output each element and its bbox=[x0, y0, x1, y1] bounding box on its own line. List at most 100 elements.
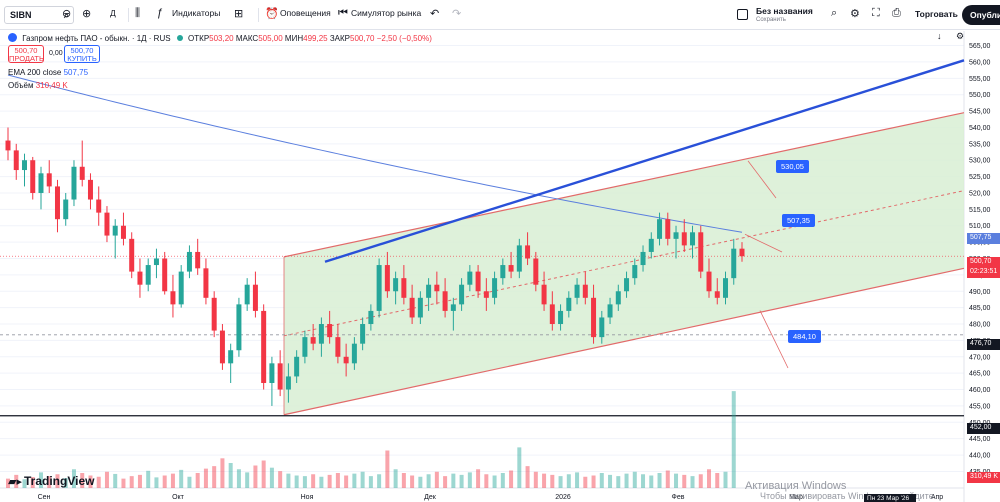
layout-name[interactable]: Без названия bbox=[756, 6, 813, 16]
candle-body[interactable] bbox=[566, 297, 572, 311]
candle-body[interactable] bbox=[640, 251, 646, 266]
candle-body[interactable] bbox=[310, 337, 316, 344]
candle-body[interactable] bbox=[170, 291, 176, 305]
candle-body[interactable] bbox=[195, 251, 201, 269]
quick-search-icon[interactable]: ⌕ bbox=[831, 7, 838, 19]
candle-body[interactable] bbox=[269, 363, 275, 383]
candle-body[interactable] bbox=[5, 140, 11, 151]
callout-lower[interactable]: 484,10 bbox=[788, 330, 821, 343]
candle-body[interactable] bbox=[120, 225, 126, 239]
price-chart[interactable]: 565,00 560,00 555,00 550,00 545,00 540,00 535,… bbox=[0, 31, 1000, 502]
candle-body[interactable] bbox=[112, 225, 118, 236]
candle-body[interactable] bbox=[104, 212, 110, 236]
candle-body[interactable] bbox=[508, 265, 514, 272]
fullscreen-icon[interactable]: ⛶ bbox=[872, 7, 880, 19]
trade-button[interactable]: Торговать bbox=[915, 9, 958, 19]
candle-body[interactable] bbox=[261, 310, 267, 383]
publish-button[interactable]: Опублик bbox=[962, 5, 1000, 25]
candle-body[interactable] bbox=[13, 150, 19, 171]
candle-body[interactable] bbox=[615, 291, 621, 305]
candle-body[interactable] bbox=[153, 258, 159, 266]
channel-lower-line[interactable] bbox=[283, 267, 965, 416]
candle-body[interactable] bbox=[96, 199, 102, 213]
candle-body[interactable] bbox=[203, 268, 209, 298]
replay-button[interactable]: Симулятор рынка bbox=[351, 8, 422, 18]
candle-body[interactable] bbox=[665, 219, 671, 239]
candle-body[interactable] bbox=[492, 278, 498, 298]
candle-body[interactable] bbox=[219, 330, 225, 364]
candle-body[interactable] bbox=[698, 232, 704, 272]
candle-body[interactable] bbox=[582, 284, 588, 298]
candle-body[interactable] bbox=[87, 179, 93, 200]
candle-body[interactable] bbox=[343, 356, 349, 364]
candle-body[interactable] bbox=[186, 251, 192, 272]
candle-body[interactable] bbox=[228, 350, 234, 364]
candle-body[interactable] bbox=[541, 284, 547, 305]
candle-body[interactable] bbox=[376, 265, 382, 311]
candle-body[interactable] bbox=[599, 317, 605, 338]
candle-body[interactable] bbox=[426, 284, 432, 298]
candle-body[interactable] bbox=[417, 297, 423, 318]
candle-body[interactable] bbox=[607, 304, 613, 318]
candle-body[interactable] bbox=[46, 173, 52, 187]
candle-body[interactable] bbox=[574, 284, 580, 298]
candle-body[interactable] bbox=[731, 248, 737, 279]
candle-body[interactable] bbox=[54, 186, 60, 220]
candle-body[interactable] bbox=[79, 166, 85, 180]
candle-body[interactable] bbox=[558, 310, 564, 325]
candle-body[interactable] bbox=[393, 278, 399, 292]
candle-body[interactable] bbox=[401, 278, 407, 298]
volume-legend[interactable]: Объём 310,49 K bbox=[8, 81, 68, 90]
channel-upper-line[interactable] bbox=[283, 112, 965, 258]
save-label[interactable]: Сохранить bbox=[756, 17, 786, 23]
candle-body[interactable] bbox=[38, 173, 44, 193]
candle-body[interactable] bbox=[533, 258, 539, 285]
candle-body[interactable] bbox=[467, 271, 473, 285]
candle-body[interactable] bbox=[434, 284, 440, 292]
candle-body[interactable] bbox=[318, 324, 324, 344]
candle-body[interactable] bbox=[657, 219, 663, 239]
candle-body[interactable] bbox=[211, 297, 217, 331]
candle-body[interactable] bbox=[525, 245, 531, 259]
candle-body[interactable] bbox=[252, 284, 258, 311]
sell-button[interactable]: 500,70 ПРОДАТЬ bbox=[8, 45, 44, 63]
candle-type-icon[interactable]: ⫼ bbox=[135, 7, 141, 19]
callout-middle[interactable]: 507,35 bbox=[782, 214, 815, 227]
alerts-button[interactable]: Оповещения bbox=[280, 8, 331, 18]
camera-icon[interactable]: ⎙ bbox=[892, 7, 901, 19]
candle-body[interactable] bbox=[129, 238, 135, 272]
layout-icon[interactable] bbox=[737, 9, 748, 20]
candle-body[interactable] bbox=[624, 278, 630, 292]
candle-body[interactable] bbox=[351, 343, 357, 364]
candle-body[interactable] bbox=[516, 245, 522, 272]
scroll-down-icon[interactable]: ↓ bbox=[937, 31, 942, 41]
settings-icon[interactable]: ⚙ bbox=[850, 8, 860, 20]
candle-body[interactable] bbox=[450, 304, 456, 311]
ema-200-line[interactable] bbox=[7, 74, 743, 233]
candle-body[interactable] bbox=[360, 324, 366, 344]
channel-mid-line[interactable] bbox=[283, 190, 965, 337]
candle-body[interactable] bbox=[500, 265, 506, 279]
templates-icon[interactable]: ⊞ bbox=[234, 8, 244, 20]
candle-body[interactable] bbox=[327, 324, 333, 338]
add-symbol-icon[interactable]: ⊕ bbox=[82, 8, 92, 20]
candle-body[interactable] bbox=[591, 297, 597, 338]
undo-icon[interactable]: ↶ bbox=[430, 8, 440, 20]
candle-body[interactable] bbox=[162, 258, 168, 292]
buy-button[interactable]: 500,70 КУПИТЬ bbox=[64, 45, 100, 63]
candle-body[interactable] bbox=[714, 291, 720, 298]
candle-body[interactable] bbox=[549, 304, 555, 325]
candle-body[interactable] bbox=[63, 199, 69, 220]
candle-body[interactable] bbox=[739, 248, 745, 257]
chart-pane[interactable]: 565,00 560,00 555,00 550,00 545,00 540,00 535,… bbox=[0, 31, 1000, 502]
candle-body[interactable] bbox=[673, 232, 679, 239]
candle-body[interactable] bbox=[335, 337, 341, 357]
ema-legend[interactable]: EMA 200 close 507,75 bbox=[8, 68, 88, 77]
candle-body[interactable] bbox=[690, 232, 696, 246]
callout-upper[interactable]: 530,05 bbox=[776, 160, 809, 173]
trend-line[interactable] bbox=[324, 59, 965, 263]
candle-body[interactable] bbox=[442, 291, 448, 311]
candle-body[interactable] bbox=[294, 356, 300, 377]
interval-button[interactable]: Д bbox=[110, 8, 116, 18]
candle-body[interactable] bbox=[723, 278, 729, 298]
